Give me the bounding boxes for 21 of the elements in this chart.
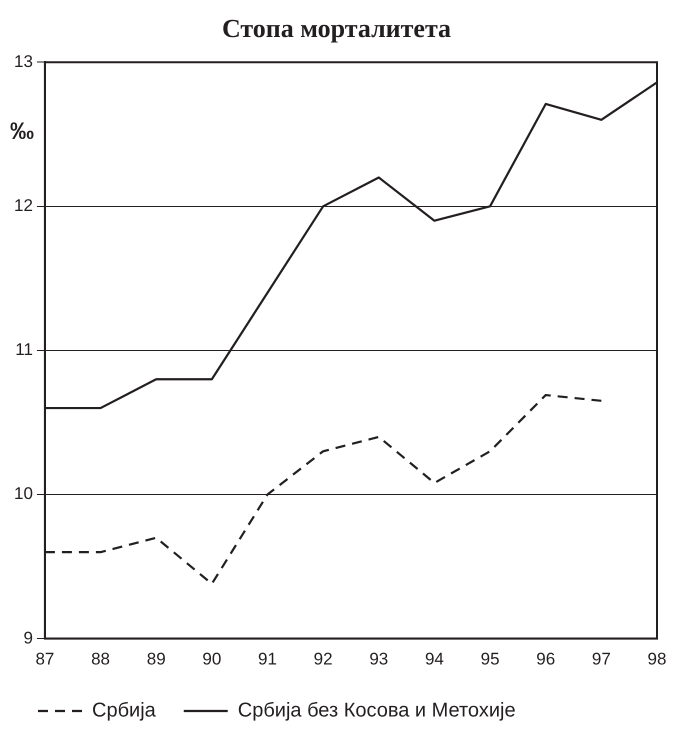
y-tick-label: 10: [14, 484, 33, 504]
x-tick-label: 90: [202, 649, 222, 668]
x-tick-label: 98: [648, 649, 666, 668]
y-tick-label: 13: [14, 52, 33, 71]
x-tick-label: 97: [592, 649, 611, 668]
x-tick-label: 93: [369, 649, 388, 668]
legend-label: Србија без Косова и Метохије: [238, 700, 516, 722]
y-tick-label: 12: [14, 196, 33, 215]
x-tick-label: 96: [536, 649, 556, 668]
x-tick-label: 89: [146, 649, 166, 668]
x-tick-label: 88: [91, 649, 110, 668]
chart-title: Стопа морталитета: [220, 14, 452, 45]
y-tick-label: 11: [15, 340, 33, 360]
y-axis-title: ‰: [10, 118, 34, 145]
x-tick-label: 94: [424, 649, 444, 668]
x-tick-label: 87: [35, 649, 54, 668]
x-tick-label: 91: [258, 649, 277, 668]
legend-label: Србија: [92, 700, 157, 722]
y-tick-label: 9: [23, 628, 33, 648]
x-tick-label: 95: [480, 649, 500, 668]
x-tick-label: 92: [314, 649, 333, 668]
